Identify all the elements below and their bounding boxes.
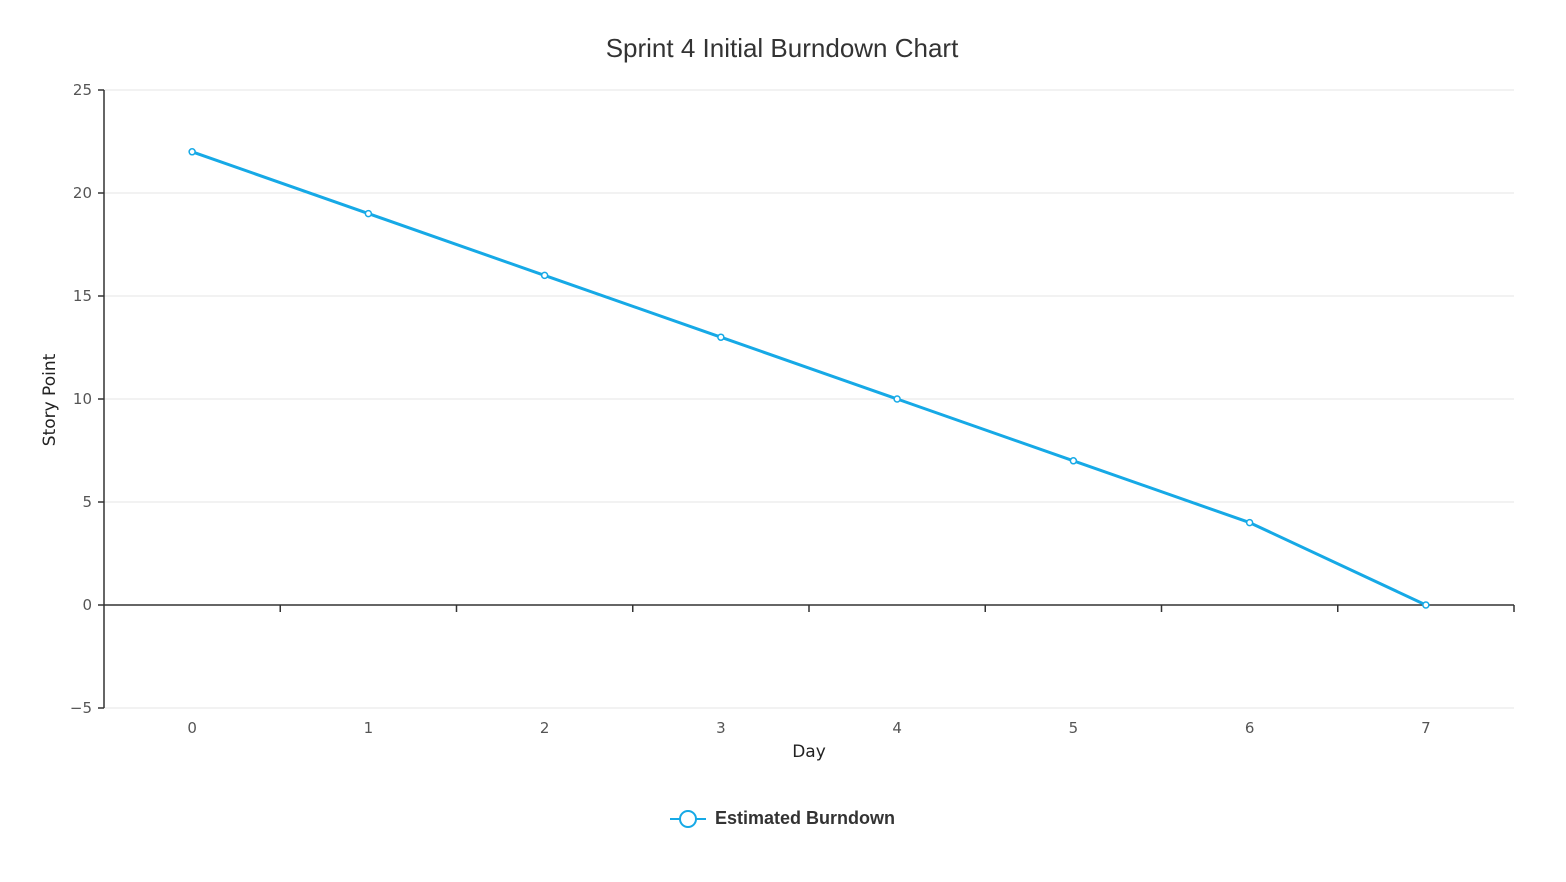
y-tick-label: 5 (82, 493, 92, 511)
y-axis-label: Story Point (40, 353, 60, 446)
series-line (191, 150, 1427, 607)
y-tick-label: 0 (82, 596, 92, 614)
data-point[interactable] (717, 333, 725, 341)
x-tick-label: 7 (1421, 719, 1431, 737)
y-axis-ticks: 25 20 15 10 5 0 −5 (70, 81, 104, 717)
legend-label: Estimated Burndown (715, 808, 895, 828)
data-point[interactable] (1245, 518, 1254, 527)
data-point[interactable] (1422, 601, 1430, 609)
y-tick-label: 25 (73, 81, 92, 99)
x-tick-label: 1 (364, 719, 374, 737)
chart-title: Sprint 4 Initial Burndown Chart (606, 33, 959, 63)
x-tick-label: 0 (187, 719, 197, 737)
data-point[interactable] (364, 209, 373, 218)
x-tick-label: 3 (716, 719, 726, 737)
x-tick-label: 6 (1245, 719, 1255, 737)
x-tick-label: 5 (1069, 719, 1079, 737)
x-tick-label: 4 (892, 719, 902, 737)
legend[interactable]: Estimated Burndown (670, 808, 895, 828)
y-tick-label: 10 (73, 390, 92, 408)
data-point[interactable] (1069, 457, 1078, 465)
data-point[interactable] (188, 148, 196, 156)
data-point[interactable] (893, 395, 901, 403)
legend-marker-icon (679, 810, 697, 828)
y-tick-label: −5 (70, 699, 92, 717)
x-axis-label: Day (792, 742, 826, 762)
grid-lines (104, 89, 1514, 709)
y-tick-label: 20 (73, 184, 92, 202)
x-tick-label: 2 (540, 719, 550, 737)
series-estimated-burndown (188, 148, 1430, 609)
data-point[interactable] (540, 271, 549, 280)
x-axis-ticks: 0 1 2 3 4 5 6 7 (187, 605, 1515, 737)
y-tick-label: 15 (73, 287, 92, 305)
